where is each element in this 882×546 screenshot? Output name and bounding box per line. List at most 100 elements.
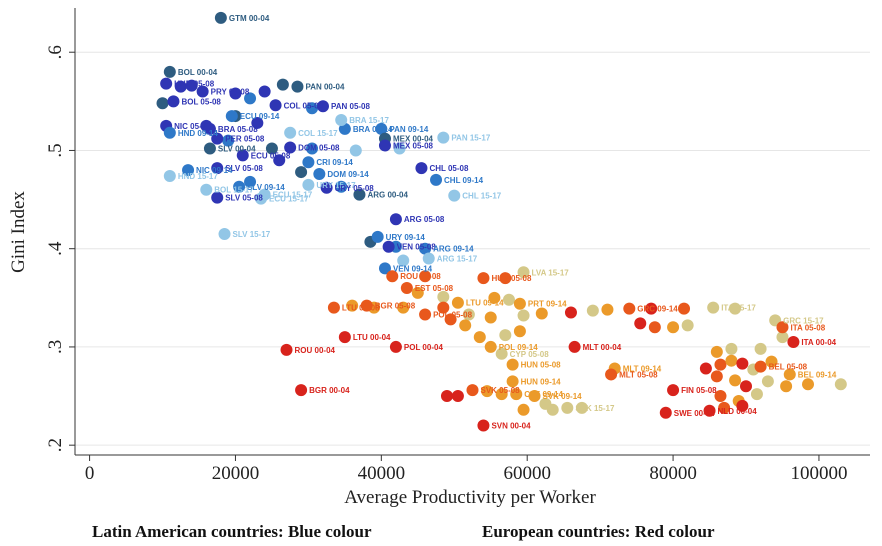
data-point: [729, 374, 742, 387]
point-label: FIN 05-08: [681, 386, 717, 395]
data-point: [725, 354, 738, 367]
data-point: [561, 401, 574, 414]
point-label: HND 05-08: [174, 80, 215, 89]
data-point: [295, 384, 308, 397]
data-point: [634, 317, 647, 330]
point-label: SLV 05-08: [225, 164, 263, 173]
point-label: LTU 09-14: [466, 299, 504, 308]
x-tick-label: 80000: [649, 463, 697, 484]
data-point: [320, 181, 333, 194]
point-label: URY 15-17: [316, 181, 356, 190]
data-point: [393, 142, 406, 155]
data-point: [284, 141, 297, 154]
y-tick-label: .5: [45, 143, 66, 157]
data-point: [200, 183, 213, 196]
point-label: ECU 15-17: [269, 195, 309, 204]
point-label: GRC 09-14: [637, 305, 678, 314]
data-point: [437, 290, 450, 303]
data-point: [502, 293, 515, 306]
data-point: [513, 297, 526, 310]
data-point: [419, 242, 432, 255]
y-tick-label: .6: [45, 45, 66, 59]
axes: .2 .3 .4 .5 .6 0 20000 40000 60000 80000 100000: [45, 8, 870, 484]
data-point: [251, 116, 264, 129]
point-label: CYP 05-08: [510, 350, 550, 359]
data-point: [218, 227, 231, 240]
data-point: [802, 378, 815, 391]
data-point: [185, 79, 198, 92]
data-point: [167, 95, 180, 108]
data-point: [386, 270, 399, 283]
point-label: NLD 00-04: [718, 407, 758, 416]
data-point: [163, 169, 176, 182]
data-point: [718, 401, 731, 414]
y-tick-label: .2: [45, 438, 66, 452]
data-point: [397, 254, 410, 267]
point-label: BEL 05-08: [769, 363, 808, 372]
y-tick-label: .4: [45, 241, 66, 256]
point-label: MEX 00-04: [393, 135, 434, 144]
point-label: ITA 00-04: [801, 338, 836, 347]
point-label: PAN 15-17: [451, 134, 491, 143]
point-label: VEN 09-14: [393, 264, 433, 273]
data-point: [648, 321, 661, 334]
x-tick-label: 40000: [358, 463, 406, 484]
data-point: [736, 357, 749, 370]
x-tick-label: 20000: [212, 463, 260, 484]
data-point: [473, 331, 486, 344]
x-tick-label: 0: [85, 463, 95, 484]
y-axis-title: Gini Index: [8, 191, 29, 273]
point-label: HUN 05-08: [491, 274, 532, 283]
data-point: [437, 131, 450, 144]
point-label: CHL 09-14: [444, 176, 484, 185]
data-point: [699, 362, 712, 375]
data-point: [736, 399, 749, 412]
data-point: [776, 321, 789, 334]
point-label: BEL 09-14: [798, 370, 837, 379]
point-label: COL 05-08: [284, 101, 324, 110]
point-label: CHL 15-17: [462, 192, 502, 201]
data-point: [448, 189, 461, 202]
europe-caption: European countries: Red colour: [482, 522, 715, 541]
point-label: SLV 05-08: [225, 194, 263, 203]
data-point: [265, 142, 278, 155]
data-point: [306, 142, 319, 155]
data-point: [667, 321, 680, 334]
data-point: [211, 191, 224, 204]
point-label: POL 09-14: [499, 343, 539, 352]
latin-caption: Latin American countries: Blue colour: [92, 522, 372, 541]
data-point: [740, 380, 753, 393]
point-label: ECU 15-17: [273, 191, 313, 200]
data-point: [276, 78, 289, 91]
data-point: [488, 291, 501, 304]
x-tick-label: 60000: [503, 463, 551, 484]
data-point: [506, 358, 519, 371]
data-point: [419, 308, 432, 321]
data-point: [222, 134, 235, 147]
data-point: [273, 154, 286, 167]
point-label: VEN 05-08: [397, 243, 437, 252]
point-label: ECU 05-08: [251, 151, 291, 160]
point-label: LTU 00-04: [353, 333, 391, 342]
point-label: ARG 15-17: [437, 255, 478, 264]
data-point: [535, 307, 548, 320]
data-point: [389, 340, 402, 353]
data-point: [495, 347, 508, 360]
data-point: [754, 342, 767, 355]
data-point: [397, 301, 410, 314]
data-point: [160, 77, 173, 90]
data-point: [466, 384, 479, 397]
point-label: LVA 15-17: [532, 268, 570, 277]
data-point: [528, 390, 541, 403]
point-label: EST 05-08: [415, 284, 454, 293]
data-point: [214, 11, 227, 24]
point-label: SVK 05-08: [481, 386, 521, 395]
point-label: BOL 05-08: [181, 97, 221, 106]
data-point: [750, 388, 763, 401]
point-label: MLT 00-04: [583, 343, 622, 352]
point-label: NIC 05-08: [174, 122, 211, 131]
data-point: [437, 301, 450, 314]
point-label: HUN 05-08: [521, 361, 562, 370]
point-label: BGR 00-04: [309, 386, 350, 395]
point-label: BOL 15-17: [214, 186, 254, 195]
